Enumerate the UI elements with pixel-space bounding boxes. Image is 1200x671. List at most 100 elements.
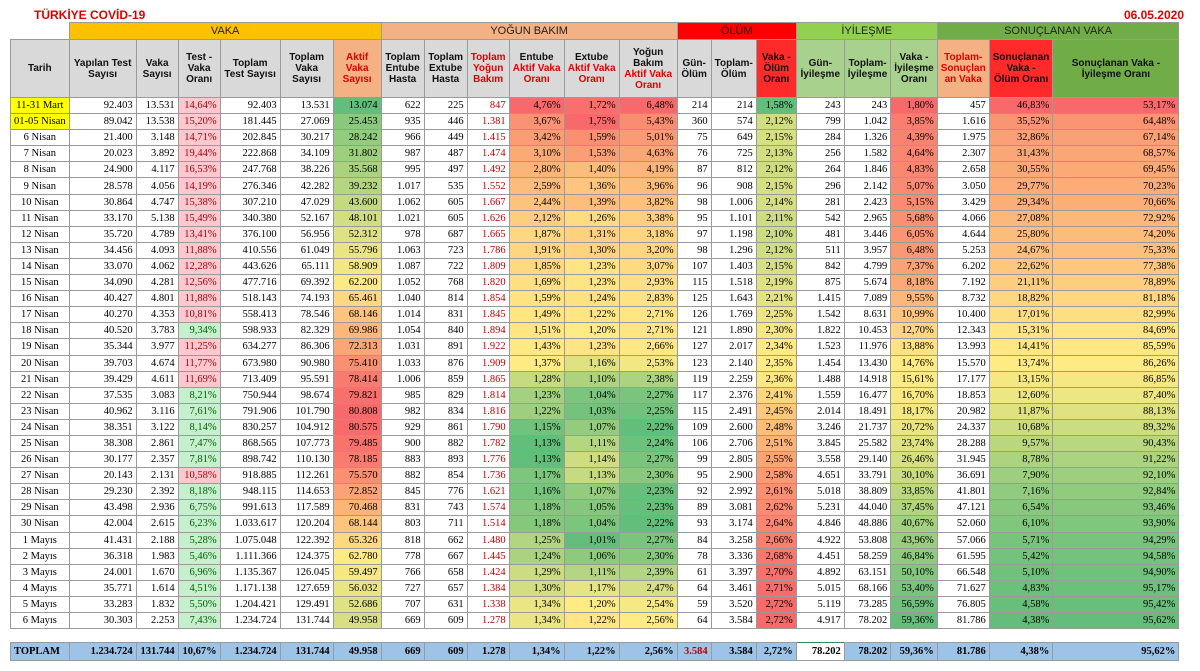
row-date: 17 Nisan xyxy=(10,306,70,324)
table-cell: 477.716 xyxy=(219,274,281,292)
table-cell: 6,05% xyxy=(890,225,938,243)
table-cell: 2,10% xyxy=(755,225,797,243)
table-cell: 15,31% xyxy=(988,322,1054,340)
table-cell: 535 xyxy=(423,177,468,195)
table-cell: 5,71% xyxy=(988,531,1054,549)
table-row: 26 Nisan 30.177 2.357 7,81% 898.742 110.130 78… xyxy=(10,451,1180,469)
table-cell: 776 xyxy=(423,483,468,501)
table-cell: 2.805 xyxy=(710,451,757,469)
table-cell: 2.131 xyxy=(135,467,179,485)
table-cell: 71.627 xyxy=(936,579,990,597)
table-cell: 33,85% xyxy=(890,483,938,501)
table-cell: 1,23% xyxy=(563,338,620,356)
table-cell: 4.093 xyxy=(135,241,179,259)
table-cell: 2.706 xyxy=(710,434,757,453)
table-cell: 727 xyxy=(380,579,425,597)
table-cell: 1,07% xyxy=(563,418,620,436)
table-cell: 1,06% xyxy=(563,547,620,565)
column-header: Vaka - Ölüm Oranı xyxy=(755,39,797,98)
table-cell: 1,58% xyxy=(755,96,797,115)
table-cell: 4.801 xyxy=(135,290,179,308)
column-header: Sonuçlanan Vaka - Ölüm Oranı xyxy=(988,39,1054,98)
table-cell: 1.135.367 xyxy=(219,563,281,581)
table-row: 21 Nisan 39.429 4.611 11,69% 713.409 95.591 78… xyxy=(10,370,1180,388)
table-cell: 1,17% xyxy=(563,579,620,597)
table-cell: 3,85% xyxy=(890,113,938,131)
table-cell: 1.381 xyxy=(466,113,510,131)
table-cell: 24.337 xyxy=(936,418,990,436)
table-cell: 558.413 xyxy=(219,306,281,324)
table-cell: 842 xyxy=(795,257,845,276)
table-cell: 2,19% xyxy=(755,274,797,292)
table-cell: 1.017 xyxy=(380,177,425,195)
table-cell: 3.336 xyxy=(710,547,757,565)
table-cell: 214 xyxy=(676,96,712,115)
table-cell: 2,53% xyxy=(618,354,678,372)
table-cell: 25.453 xyxy=(332,113,382,131)
table-cell: 20,72% xyxy=(890,418,938,436)
table-cell: 1.454 xyxy=(795,354,845,372)
table-cell: 1,24% xyxy=(563,290,620,308)
table-cell: 1,31% xyxy=(563,225,620,243)
table-cell: 69.392 xyxy=(279,274,334,292)
row-date: 29 Nisan xyxy=(10,499,70,517)
total-cell: 59,36% xyxy=(890,642,938,662)
table-cell: 43.600 xyxy=(332,193,382,211)
table-cell: 64 xyxy=(676,579,712,597)
table-cell: 17.177 xyxy=(936,370,990,388)
table-row: 24 Nisan 38.351 3.122 8,14% 830.257 104.912 80… xyxy=(10,418,1180,436)
table-cell: 112.261 xyxy=(279,467,334,485)
table-cell: 2,21% xyxy=(755,290,797,308)
table-cell: 1.736 xyxy=(466,467,510,485)
table-cell: 2,66% xyxy=(755,531,797,549)
table-cell: 2,34% xyxy=(755,338,797,356)
table-cell: 3.461 xyxy=(710,579,757,597)
table-cell: 59 xyxy=(676,595,712,614)
table-cell: 1.845 xyxy=(466,306,510,324)
table-cell: 2,72% xyxy=(755,595,797,614)
table-cell: 2.600 xyxy=(710,418,757,436)
table-cell: 12,28% xyxy=(177,257,221,276)
table-cell: 3.081 xyxy=(710,499,757,517)
table-cell: 4.117 xyxy=(135,161,179,179)
table-cell: 46,84% xyxy=(890,547,938,565)
table-cell: 39.232 xyxy=(332,177,382,195)
table-cell: 799 xyxy=(795,113,845,131)
table-cell: 4.451 xyxy=(795,547,845,565)
table-cell: 8.631 xyxy=(843,306,892,324)
table-cell: 40.962 xyxy=(68,402,137,420)
table-cell: 687 xyxy=(423,225,468,243)
table-cell: 106 xyxy=(676,434,712,453)
table-cell: 12,56% xyxy=(177,274,221,292)
row-date: 25 Nisan xyxy=(10,434,70,453)
table-cell: 1.087 xyxy=(380,257,425,276)
table-cell: 15,61% xyxy=(890,370,938,388)
table-cell: 74,20% xyxy=(1052,225,1180,243)
table-cell: 65.326 xyxy=(332,531,382,549)
table-cell: 95 xyxy=(676,467,712,485)
table-cell: 1.523 xyxy=(795,338,845,356)
table-cell: 1,37% xyxy=(508,354,565,372)
table-cell: 449 xyxy=(423,129,468,147)
table-cell: 5,10% xyxy=(988,563,1054,581)
table-cell: 1.820 xyxy=(466,274,510,292)
table-cell: 1,40% xyxy=(563,161,620,179)
table-cell: 243 xyxy=(795,96,845,115)
table-cell: 4.056 xyxy=(135,177,179,195)
table-cell: 2.658 xyxy=(936,161,990,179)
table-cell: 27.069 xyxy=(279,113,334,131)
table-cell: 73.285 xyxy=(843,595,892,614)
row-date: 7 Nisan xyxy=(10,145,70,163)
table-cell: 9,57% xyxy=(988,434,1054,453)
table-cell: 243 xyxy=(843,96,892,115)
report-title: TÜRKİYE COVİD-19 xyxy=(34,8,146,22)
table-cell: 542 xyxy=(795,209,845,227)
table-cell: 125 xyxy=(676,290,712,308)
table-cell: 55.796 xyxy=(332,241,382,259)
table-row: 28 Nisan 29.230 2.392 8,18% 948.115 114.653 72… xyxy=(10,483,1180,501)
table-row: 22 Nisan 37.535 3.083 8,21% 750.944 98.674 79.… xyxy=(10,386,1180,404)
column-header: Toplam- Sonuçlan an Vaka xyxy=(936,39,990,98)
table-cell: 4.789 xyxy=(135,225,179,243)
table-cell: 86.306 xyxy=(279,338,334,356)
table-cell: 72,92% xyxy=(1052,209,1180,227)
